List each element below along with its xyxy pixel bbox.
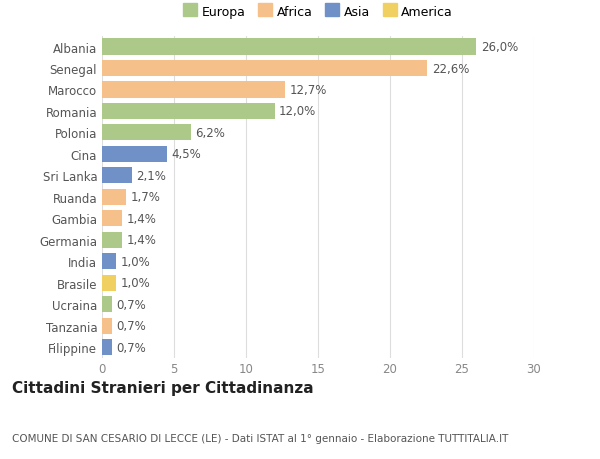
Bar [102,297,112,313]
Bar [102,168,132,184]
Text: 1,7%: 1,7% [131,191,161,204]
Bar [102,125,191,141]
Text: 2,1%: 2,1% [137,169,166,182]
Text: COMUNE DI SAN CESARIO DI LECCE (LE) - Dati ISTAT al 1° gennaio - Elaborazione TU: COMUNE DI SAN CESARIO DI LECCE (LE) - Da… [12,433,508,442]
Bar [102,253,116,269]
Legend: Europa, Africa, Asia, America: Europa, Africa, Asia, America [178,1,458,24]
Text: 0,7%: 0,7% [116,341,146,354]
Text: 0,7%: 0,7% [116,298,146,311]
Text: 4,5%: 4,5% [171,148,201,161]
Bar [102,61,427,77]
Text: 1,0%: 1,0% [121,277,151,290]
Bar [102,211,122,227]
Bar [102,275,116,291]
Text: 1,4%: 1,4% [127,213,157,225]
Bar [102,318,112,334]
Text: 22,6%: 22,6% [432,62,469,75]
Bar [102,39,476,56]
Text: 0,7%: 0,7% [116,319,146,332]
Bar [102,232,122,248]
Text: 1,4%: 1,4% [127,234,157,246]
Text: Cittadini Stranieri per Cittadinanza: Cittadini Stranieri per Cittadinanza [12,381,314,396]
Bar [102,104,275,120]
Bar [102,82,285,98]
Text: 26,0%: 26,0% [481,41,518,54]
Bar [102,146,167,162]
Text: 12,7%: 12,7% [289,84,326,97]
Text: 12,0%: 12,0% [279,105,316,118]
Bar [102,339,112,355]
Text: 6,2%: 6,2% [196,127,226,140]
Bar [102,189,127,205]
Text: 1,0%: 1,0% [121,255,151,268]
